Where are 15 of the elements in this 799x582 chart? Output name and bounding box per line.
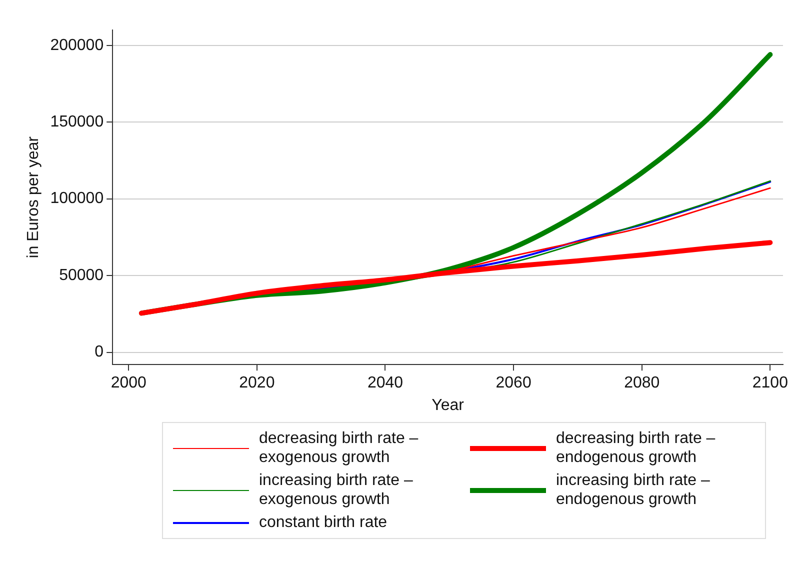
x-tick-label: 2080 (624, 374, 660, 392)
x-tick-label: 2100 (752, 374, 788, 392)
x-tick-label: 2000 (110, 374, 147, 392)
x-tick-label: 2040 (367, 374, 404, 392)
legend-label: constant birth rate (259, 513, 388, 532)
y-tick-label: 200000 (50, 36, 104, 54)
y-tick-label: 50000 (59, 266, 104, 284)
x-axis-title: Year (432, 396, 465, 414)
x-tick-label: 2060 (496, 374, 532, 392)
y-axis-title: in Euros per year (25, 136, 42, 258)
legend-label: increasing birth rate – endogenous growth (556, 471, 711, 509)
y-tick-label: 100000 (50, 190, 104, 208)
y-tick-label: 150000 (50, 114, 104, 130)
y-tick-label: 0 (94, 344, 104, 361)
x-tick-label: 2020 (239, 374, 275, 392)
